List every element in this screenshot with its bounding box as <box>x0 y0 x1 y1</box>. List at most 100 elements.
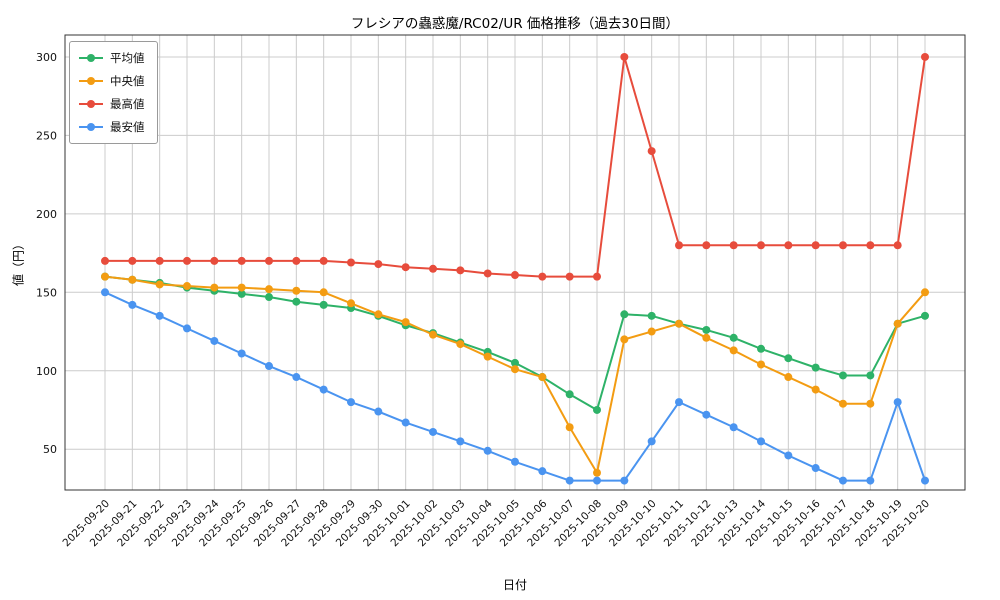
data-point-marker <box>155 311 164 320</box>
data-point-marker <box>675 319 683 328</box>
data-point-marker <box>784 451 793 460</box>
data-point-marker <box>565 272 574 281</box>
data-point-marker <box>237 283 246 292</box>
data-point-marker <box>374 407 383 416</box>
data-point-marker <box>483 352 492 361</box>
data-point-marker <box>593 272 601 281</box>
data-point-marker <box>811 464 820 473</box>
data-point-marker <box>237 256 246 265</box>
y-tick-label: 300 <box>36 51 57 64</box>
plot-border <box>64 34 966 491</box>
data-point-marker <box>866 476 875 485</box>
data-point-marker <box>511 271 519 280</box>
data-point-marker <box>866 371 875 380</box>
data-point-marker <box>620 335 629 344</box>
legend: 平均値中央値最高値最安値 <box>69 41 158 144</box>
data-point-marker <box>866 399 875 408</box>
data-point-marker <box>429 330 437 339</box>
data-point-marker <box>893 398 902 407</box>
data-point-marker <box>839 476 847 485</box>
data-point-marker <box>757 241 765 250</box>
legend-marker-icon <box>79 98 103 110</box>
data-point-marker <box>155 256 164 265</box>
y-tick-label: 100 <box>36 365 57 378</box>
data-point-marker <box>183 256 191 265</box>
data-point-marker <box>401 318 410 327</box>
data-point-marker <box>729 346 738 355</box>
data-point-marker <box>183 282 191 291</box>
data-point-marker <box>511 365 519 374</box>
data-point-marker <box>265 285 273 294</box>
data-point-marker <box>921 52 929 61</box>
data-point-marker <box>757 344 765 353</box>
data-point-marker <box>702 333 711 342</box>
data-point-marker <box>401 418 410 427</box>
data-point-marker <box>839 241 847 250</box>
data-point-marker <box>265 362 273 371</box>
data-point-marker <box>893 241 902 250</box>
data-point-marker <box>593 476 601 485</box>
data-point-marker <box>101 256 109 265</box>
data-point-marker <box>374 260 383 269</box>
legend-label: 平均値 <box>110 51 145 65</box>
data-point-marker <box>101 272 109 281</box>
data-point-marker <box>483 446 492 455</box>
data-point-marker <box>237 289 246 298</box>
data-point-marker <box>347 258 355 267</box>
data-point-marker <box>429 427 437 436</box>
data-point-marker <box>347 398 355 407</box>
data-point-marker <box>620 310 629 319</box>
y-tick-label: 150 <box>36 286 57 299</box>
data-point-marker <box>483 269 492 278</box>
data-point-marker <box>292 297 301 306</box>
data-point-marker <box>128 275 137 284</box>
data-point-marker <box>565 390 574 399</box>
legend-item: 最安値 <box>79 119 145 135</box>
data-point-marker <box>702 325 711 334</box>
data-point-marker <box>538 373 547 382</box>
data-point-marker <box>647 327 656 336</box>
data-point-marker <box>702 410 711 419</box>
data-point-marker <box>456 266 465 275</box>
data-point-marker <box>702 241 711 250</box>
data-point-marker <box>429 264 437 273</box>
data-point-marker <box>292 256 301 265</box>
data-point-marker <box>128 256 137 265</box>
data-point-marker <box>729 241 738 250</box>
data-point-marker <box>292 286 301 295</box>
legend-item: 中央値 <box>79 73 145 89</box>
data-point-marker <box>565 476 574 485</box>
y-tick-label: 250 <box>36 129 57 142</box>
data-point-marker <box>538 272 547 281</box>
data-point-marker <box>155 280 164 289</box>
data-point-marker <box>456 437 465 446</box>
data-point-marker <box>757 437 765 446</box>
data-point-marker <box>811 385 820 394</box>
data-point-marker <box>921 311 929 320</box>
data-point-marker <box>593 405 601 414</box>
data-point-marker <box>647 311 656 320</box>
data-point-marker <box>893 319 902 328</box>
data-point-marker <box>374 310 383 319</box>
data-point-marker <box>210 256 219 265</box>
chart-title: フレシアの蟲惑魔/RC02/UR 価格推移（過去30日間） <box>350 16 680 32</box>
y-tick-label: 50 <box>43 443 57 456</box>
data-point-marker <box>593 468 601 477</box>
legend-label: 最安値 <box>110 120 145 134</box>
data-point-marker <box>319 288 328 297</box>
data-point-marker <box>839 371 847 380</box>
data-point-marker <box>401 263 410 272</box>
data-point-marker <box>538 467 547 476</box>
legend-label: 最高値 <box>110 97 145 111</box>
data-point-marker <box>183 324 191 333</box>
data-point-marker <box>866 241 875 250</box>
data-point-marker <box>319 256 328 265</box>
data-point-marker <box>921 476 929 485</box>
data-point-marker <box>456 340 465 349</box>
data-point-marker <box>265 256 273 265</box>
data-point-marker <box>620 52 629 61</box>
data-point-marker <box>811 363 820 372</box>
data-point-marker <box>647 437 656 446</box>
